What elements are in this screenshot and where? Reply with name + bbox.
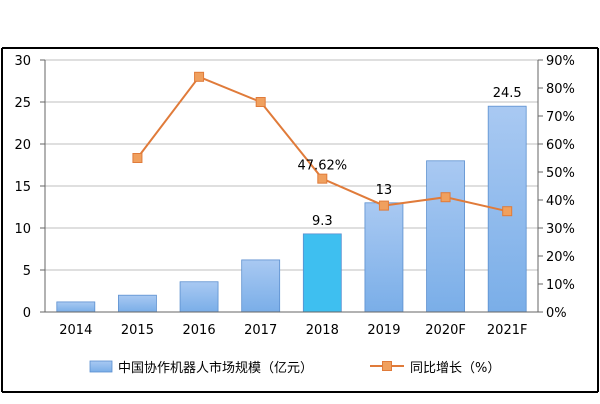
right-y-axis: 0% 10% 20% 30% 40% 50% 60% 70% 80% 90% [537, 54, 575, 321]
left-tick-label: 0 [23, 306, 31, 321]
left-tick-label: 5 [23, 264, 31, 279]
x-tick-label: 2017 [244, 323, 277, 338]
bar [426, 160, 465, 313]
right-tick-label: 60% [546, 138, 575, 153]
bar-series [56, 105, 527, 313]
line-point [255, 97, 266, 107]
left-tick-label: 15 [14, 180, 31, 195]
line-point [194, 71, 205, 82]
bar [179, 281, 219, 313]
right-tick-label: 40% [546, 194, 575, 209]
x-tick-label: 2014 [59, 323, 92, 338]
x-tick-label: 2020F [425, 323, 466, 338]
legend-label-line: 同比增长（%） [410, 361, 500, 376]
data-labels: 9.3 13 24.5 47.62% [298, 86, 522, 229]
data-label: 13 [376, 183, 393, 198]
line-point [440, 192, 451, 203]
data-label: 47.62% [298, 159, 348, 174]
x-tick-label: 2019 [367, 323, 400, 338]
left-tick-label: 25 [14, 96, 31, 111]
right-tick-label: 10% [546, 278, 575, 293]
bar [241, 259, 281, 313]
legend-swatch-bar [89, 360, 113, 373]
left-tick-label: 10 [14, 222, 31, 237]
right-tick-label: 90% [546, 54, 575, 69]
line-point [317, 173, 328, 184]
x-tick-label: 2021F [487, 323, 528, 338]
right-tick-label: 50% [546, 166, 575, 181]
line-point [132, 153, 143, 163]
bar [364, 202, 404, 313]
left-tick-label: 20 [14, 138, 31, 153]
right-tick-label: 0% [546, 306, 567, 321]
legend-swatch-marker [382, 361, 392, 371]
line-series [132, 71, 513, 217]
x-tick-label: 2015 [121, 323, 154, 338]
data-label: 24.5 [493, 86, 522, 101]
line-point [378, 200, 389, 211]
x-axis: 2014 2015 2016 2017 2018 2019 2020F 2021F [45, 311, 538, 338]
left-tick-label: 30 [14, 54, 31, 69]
line-point [502, 206, 513, 217]
data-label: 9.3 [312, 214, 333, 229]
legend-label-bar: 中国协作机器人市场规模（亿元） [118, 360, 313, 376]
bar [118, 294, 157, 313]
right-tick-label: 70% [546, 110, 575, 125]
right-tick-label: 80% [546, 82, 575, 97]
right-tick-label: 20% [546, 250, 575, 265]
bar [302, 233, 342, 313]
x-tick-label: 2016 [183, 323, 216, 338]
left-y-axis: 0 5 10 15 20 25 30 [14, 54, 46, 321]
x-tick-label: 2018 [306, 323, 339, 338]
right-tick-label: 30% [546, 222, 575, 237]
legend: 中国协作机器人市场规模（亿元） 同比增长（%） [89, 360, 500, 376]
bar [56, 301, 96, 313]
